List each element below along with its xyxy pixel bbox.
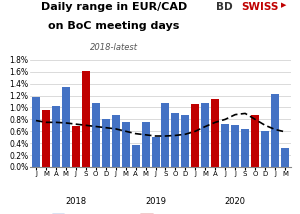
Text: 2019: 2019: [145, 198, 166, 207]
Text: on BoC meeting days: on BoC meeting days: [48, 21, 180, 31]
Bar: [62, 87, 70, 167]
Bar: [211, 99, 219, 167]
Text: SWISS: SWISS: [242, 2, 279, 12]
Bar: [122, 122, 130, 167]
Bar: [201, 103, 209, 167]
Bar: [182, 115, 189, 167]
Text: ▶: ▶: [280, 2, 286, 8]
Bar: [161, 103, 169, 167]
Bar: [241, 129, 249, 167]
Legend: No change in policy, Change, 6m average: No change in policy, Change, 6m average: [49, 211, 246, 214]
Text: 2018-latest: 2018-latest: [90, 43, 138, 52]
Bar: [42, 110, 50, 167]
Bar: [82, 71, 90, 167]
Bar: [231, 125, 239, 167]
Bar: [72, 126, 80, 167]
Bar: [142, 122, 149, 167]
Text: 2018: 2018: [65, 198, 86, 207]
Bar: [271, 94, 279, 167]
Text: 2020: 2020: [225, 198, 246, 207]
Bar: [172, 113, 179, 167]
Bar: [191, 104, 200, 167]
Text: BD: BD: [216, 2, 232, 12]
Bar: [92, 103, 100, 167]
Bar: [32, 97, 40, 167]
Bar: [112, 115, 120, 167]
Bar: [261, 131, 269, 167]
Bar: [152, 137, 160, 167]
Bar: [221, 124, 229, 167]
Bar: [251, 115, 259, 167]
Text: Daily range in EUR/CAD: Daily range in EUR/CAD: [41, 2, 187, 12]
Bar: [52, 106, 60, 167]
Bar: [102, 119, 110, 167]
Bar: [281, 149, 289, 167]
Bar: [132, 145, 140, 167]
